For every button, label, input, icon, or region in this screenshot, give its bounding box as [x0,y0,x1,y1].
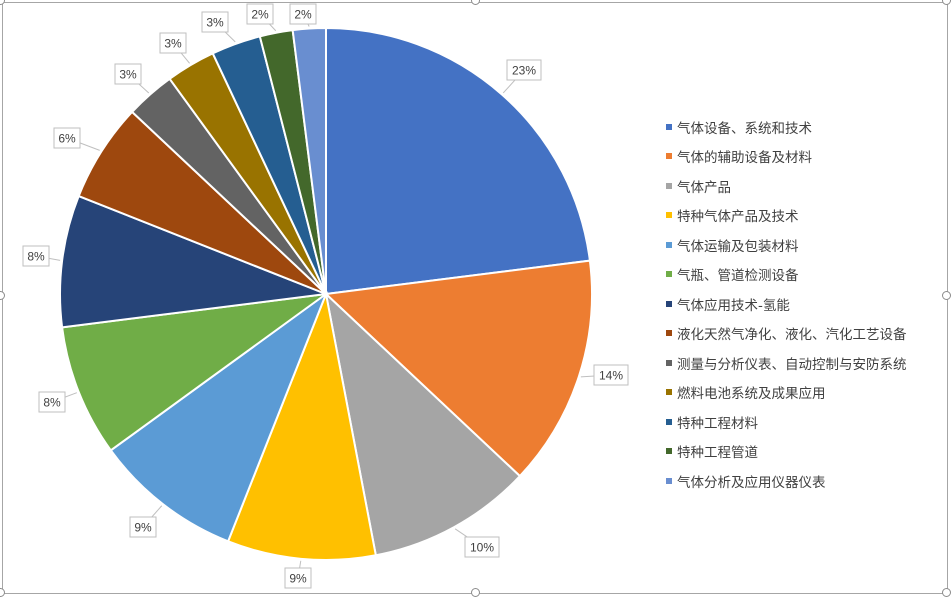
legend-label: 测量与分析仪表、自动控制与安防系统 [677,356,907,373]
legend-swatch [666,241,672,248]
pie-slice[interactable] [60,293,327,452]
data-label-box [506,59,542,81]
data-label: 3% [164,37,182,51]
legend-swatch [666,300,672,307]
legend-item[interactable]: 燃料电池系统及成果应用 [666,378,907,408]
resize-handle-left[interactable] [0,291,5,300]
pie-slice[interactable] [325,26,592,296]
data-label-box [22,245,50,267]
legend-swatch [666,359,672,366]
legend-label: 气体分析及应用仪器仪表 [677,474,826,491]
legend-label: 特种工程管道 [677,445,758,462]
data-label: 9% [134,521,152,535]
pie-slice[interactable] [324,291,522,557]
data-label: 9% [289,572,307,586]
resize-handle-top-left[interactable] [0,0,5,5]
data-label: 3% [206,16,224,30]
data-label: 8% [27,250,45,264]
data-label-box [464,536,500,558]
data-label-box [38,391,66,413]
data-label-box [246,3,274,25]
data-label-box [289,3,317,25]
data-label-box [114,63,142,85]
data-label-box [284,567,312,589]
data-label: 8% [43,396,61,410]
data-label-box [53,127,81,149]
legend-swatch [666,448,672,455]
data-label-box [129,516,157,538]
data-label: 23% [512,64,536,78]
legend-label: 气瓶、管道检测设备 [677,268,799,285]
legend-label: 特种气体产品及技术 [677,209,799,226]
legend-item[interactable]: 气体设备、系统和技术 [666,112,907,142]
data-label: 2% [294,8,312,22]
legend-label: 液化天然气净化、液化、汽化工艺设备 [677,327,907,344]
legend-label: 气体产品 [677,179,731,196]
pie-slice[interactable] [226,290,378,561]
legend-swatch [666,123,672,130]
legend-item[interactable]: 气体产品 [666,171,907,201]
data-label: 14% [599,369,623,383]
legend-item[interactable]: 液化天然气净化、液化、汽化工艺设备 [666,319,907,349]
legend-item[interactable]: 特种工程材料 [666,407,907,437]
legend-item[interactable]: 气体分析及应用仪器仪表 [666,466,907,496]
data-label: 6% [58,132,76,146]
data-label: 10% [470,541,494,555]
legend-swatch [666,389,672,396]
legend-item[interactable]: 特种工程管道 [666,437,907,467]
legend-swatch [666,182,672,189]
data-label-box [201,11,229,33]
data-label-box [159,32,187,54]
legend-label: 气体设备、系统和技术 [677,120,812,137]
data-label-box [593,364,629,386]
pie-slice[interactable] [291,26,327,295]
legend-item[interactable]: 气体应用技术-氢能 [666,289,907,319]
resize-handle-top[interactable] [471,0,480,5]
pie-slice[interactable] [109,291,329,543]
legend-label: 气体的辅助设备及材料 [677,150,812,167]
legend-label: 特种工程材料 [677,415,758,432]
legend-swatch [666,212,672,219]
legend-swatch [666,477,672,484]
legend-item[interactable]: 特种气体产品及技术 [666,201,907,231]
legend-item[interactable]: 气瓶、管道检测设备 [666,260,907,290]
pie-slice[interactable] [59,194,327,329]
legend-label: 气体运输及包装材料 [677,238,799,255]
pie-slice[interactable] [323,259,593,478]
legend-swatch [666,418,672,425]
legend-item[interactable]: 气体的辅助设备及材料 [666,142,907,172]
data-label: 3% [119,68,137,82]
legend-label: 燃料电池系统及成果应用 [677,386,826,403]
legend-label: 气体应用技术-氢能 [677,297,790,314]
data-label: 2% [251,8,269,22]
legend-item[interactable]: 测量与分析仪表、自动控制与安防系统 [666,348,907,378]
legend-item[interactable]: 气体运输及包装材料 [666,230,907,260]
legend: 气体设备、系统和技术 气体的辅助设备及材料 气体产品特种气体产品及技术 气体运输及包装… [666,112,907,496]
legend-swatch [666,330,672,337]
legend-swatch [666,153,672,160]
legend-swatch [666,271,672,278]
